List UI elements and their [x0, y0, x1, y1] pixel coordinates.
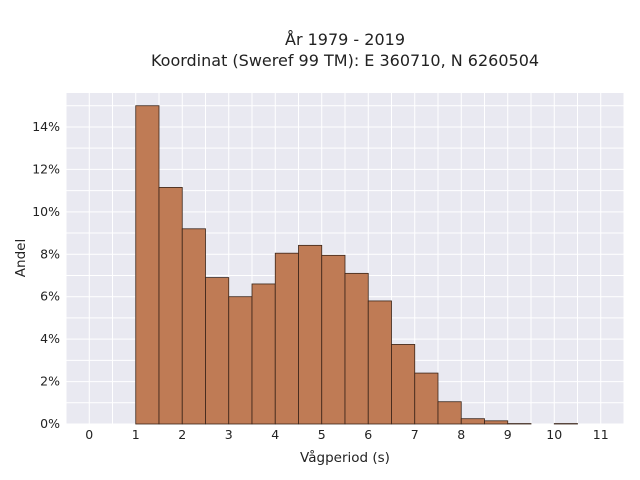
x-tick-label: 8 [457, 427, 465, 442]
y-tick-label: 0% [40, 416, 60, 431]
y-axis-label: Andel [13, 239, 29, 277]
x-tick-label: 11 [593, 427, 609, 442]
histogram-bar [251, 283, 276, 425]
histogram-bar [414, 372, 439, 425]
histogram-bar [437, 401, 462, 425]
histogram-bar [344, 272, 369, 425]
histogram-bar [228, 296, 253, 425]
x-tick-label: 7 [411, 427, 419, 442]
histogram-bar [460, 418, 485, 425]
x-tick-label: 9 [504, 427, 512, 442]
x-tick-label: 6 [364, 427, 372, 442]
y-tick-label: 4% [40, 331, 60, 346]
histogram-bar [158, 187, 183, 425]
y-tick-label: 12% [32, 161, 60, 176]
histogram-bar [205, 277, 230, 425]
x-tick-labels: 0 1 2 3 4 5 6 7 8 9 10 11 [85, 427, 608, 442]
x-tick-label: 3 [225, 427, 233, 442]
histogram-bar [135, 105, 160, 425]
bars [135, 105, 578, 425]
y-tick-label: 10% [32, 204, 60, 219]
y-tick-label: 6% [40, 289, 60, 304]
y-tick-label: 2% [40, 374, 60, 389]
histogram-bar [181, 228, 206, 425]
y-tick-label: 14% [32, 119, 60, 134]
histogram-bar [484, 420, 509, 425]
x-tick-label: 1 [132, 427, 140, 442]
histogram-bar [367, 300, 392, 425]
histogram-bar [391, 344, 416, 425]
histogram-bar [274, 252, 299, 425]
chart-title-line2: Koordinat (Sweref 99 TM): E 360710, N 62… [151, 51, 539, 70]
histogram-bar [321, 254, 346, 425]
x-axis-label: Vågperiod (s) [300, 449, 390, 466]
x-tick-label: 2 [178, 427, 186, 442]
x-tick-label: 10 [546, 427, 562, 442]
chart-title-line1: År 1979 - 2019 [285, 30, 405, 49]
y-tick-label: 8% [40, 246, 60, 261]
histogram-bar [298, 244, 323, 425]
y-tick-labels: 0% 2% 4% 6% 8% 10% 12% 14% [32, 119, 60, 431]
x-tick-label: 5 [318, 427, 326, 442]
x-tick-label: 0 [85, 427, 93, 442]
x-tick-label: 4 [271, 427, 279, 442]
